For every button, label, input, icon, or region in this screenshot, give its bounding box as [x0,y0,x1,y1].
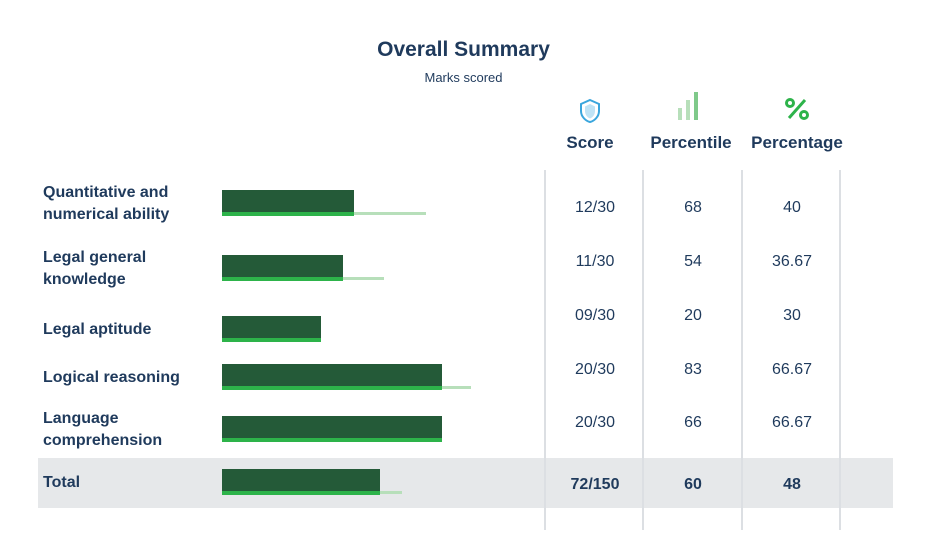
row-label: Language comprehension [43,410,163,449]
title: Overall Summary [377,38,550,61]
total-row-background [38,458,893,508]
percentage-bar [222,190,354,212]
score-icon [580,98,600,124]
percentage-underline [222,386,442,390]
percentage-bar [222,416,442,438]
percentage-underline [222,212,354,216]
column-header: Score [566,133,614,152]
score-cell: 72/150 [570,476,620,493]
percentage-bar [222,255,343,277]
row-label: Legal aptitude [43,321,152,338]
row-label: Legal general knowledge [43,249,147,288]
percentage-cell: 66.67 [771,414,813,431]
column-divider [642,170,644,530]
percentile-cell: 20 [684,307,702,324]
subtitle: Marks scored [424,70,503,85]
column-header: Percentage [751,133,843,152]
row-label: Total [43,474,81,491]
column-divider [544,170,546,530]
column-header: Percentile [650,133,732,152]
percentage-cell: 48 [783,476,801,493]
percentage-bar [222,316,321,338]
score-cell: 20/30 [574,361,616,378]
percentile-cell: 60 [684,476,702,493]
score-cell: 11/30 [575,253,615,270]
percentage-bar [222,364,442,386]
percentile-icon [678,92,698,120]
score-cell: 09/30 [574,307,616,324]
percentile-cell: 66 [684,414,702,431]
row-label: Logical reasoning [43,369,180,386]
percentage-cell: 30 [783,307,801,324]
percentage-underline [222,438,442,442]
column-divider [839,170,841,530]
percentile-cell: 83 [684,361,702,378]
score-cell: 12/30 [574,199,616,216]
percentage-icon [785,98,809,120]
column-divider [741,170,743,530]
percentage-underline [222,338,321,342]
percentage-underline [222,491,381,495]
percentage-underline [222,277,343,281]
percentile-cell: 68 [684,199,702,216]
percentage-cell: 40 [783,199,801,216]
percentile-cell: 54 [684,253,702,270]
percentage-cell: 66.67 [771,361,813,378]
percentage-bar [222,469,381,491]
percentage-cell: 36.67 [771,253,813,270]
score-cell: 20/30 [574,414,616,431]
row-label: Quantitative and numerical ability [43,184,170,223]
